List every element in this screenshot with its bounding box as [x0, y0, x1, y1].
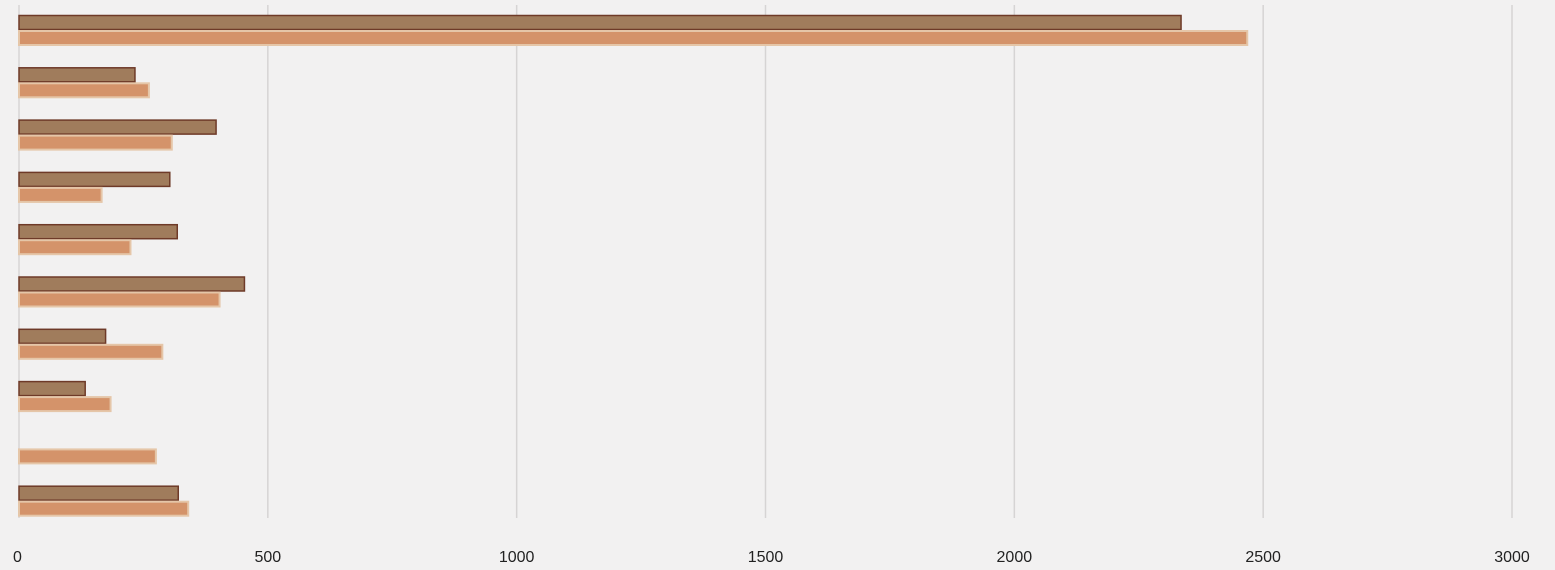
bar-series-2-row-3: [18, 134, 173, 151]
x-tick-label: 3000: [1494, 549, 1530, 566]
x-tick-label: 1500: [748, 549, 784, 566]
bar-series-2-row-2: [18, 82, 150, 99]
bar-series-1-row-6: [18, 276, 246, 292]
bar-series-2-row-7: [18, 343, 164, 360]
bars-group: [18, 14, 1249, 517]
bar-series-1-row-1: [18, 14, 1182, 31]
bar-series-2-row-9: [18, 448, 157, 465]
x-tick-label: 500: [254, 549, 281, 566]
bar-series-2-row-6: [18, 291, 221, 308]
x-tick-label: 2500: [1245, 549, 1281, 566]
x-axis-tick-labels: 0 500 1000 1500 2000 2500 3000: [13, 549, 1530, 566]
grid-lines: [18, 5, 1513, 518]
bar-series-1-row-3: [18, 119, 217, 135]
x-tick-label: 0: [13, 549, 22, 566]
bar-series-2-row-8: [18, 396, 112, 413]
x-tick-label: 1000: [499, 549, 535, 566]
bar-series-1-row-7: [18, 328, 107, 345]
bar-series-1-row-2: [18, 67, 136, 83]
bar-series-2-row-4: [18, 186, 103, 203]
x-tick-label: 2000: [997, 549, 1033, 566]
bar-series-1-row-4: [18, 171, 171, 188]
bar-series-1-row-8: [18, 380, 86, 397]
bar-series-1-row-10: [18, 485, 180, 501]
bar-series-2-row-10: [18, 500, 190, 517]
bar-series-2-row-5: [18, 239, 132, 256]
bar-series-2-row-1: [18, 30, 1249, 46]
bar-series-1-row-5: [18, 223, 179, 240]
